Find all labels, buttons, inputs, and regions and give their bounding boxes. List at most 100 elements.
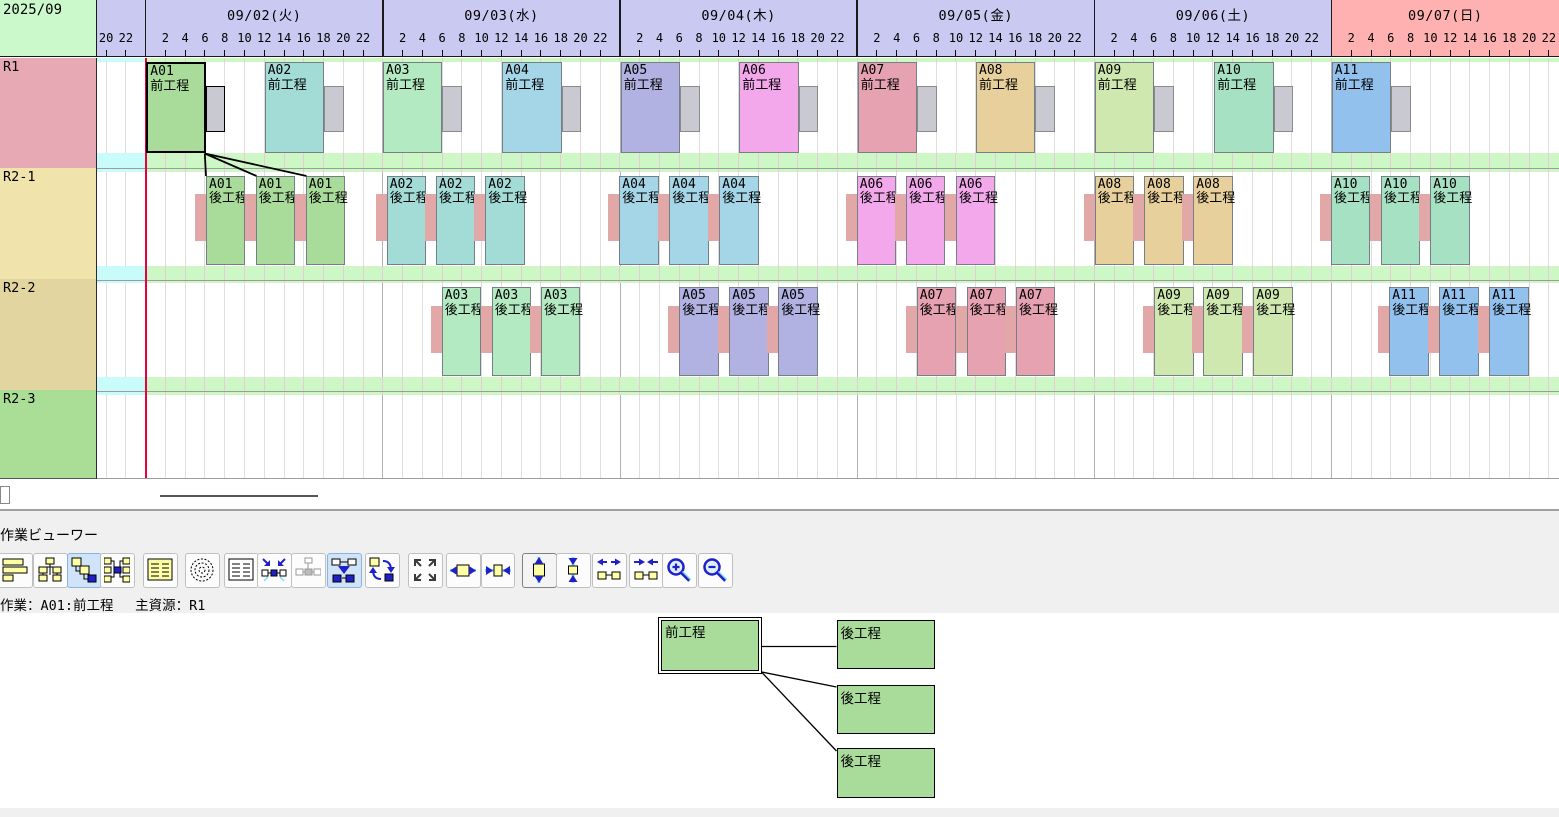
task-bar-A02-post[interactable]: A02 後工程 bbox=[436, 175, 476, 265]
task-bar-A06-post[interactable]: A06 後工程 bbox=[906, 175, 946, 265]
band-gridline bbox=[1212, 266, 1214, 283]
task-bar-A07-pre[interactable]: A07 前工程 bbox=[857, 62, 917, 153]
hour-tick-label: 10 bbox=[1185, 31, 1201, 45]
toolbar-button-expand-view[interactable] bbox=[408, 552, 443, 588]
toolbar-button-org-tree[interactable] bbox=[33, 552, 68, 588]
task-bar-A01-pre[interactable]: A01 前工程 bbox=[146, 62, 206, 153]
task-bar-A06-pre[interactable]: A06 前工程 bbox=[739, 62, 799, 153]
band-gridline bbox=[915, 58, 917, 62]
day-header-cell: 09/02(火) 2 4 6 8 10 12 14 16 18 20 22 bbox=[145, 0, 383, 56]
toolbar-button-table-list-white[interactable] bbox=[224, 552, 259, 588]
task-bar-A04-post[interactable]: A04 後工程 bbox=[719, 175, 761, 265]
task-bar-A11-post[interactable]: A11 後工程 bbox=[1389, 287, 1429, 376]
task-bar-A08-post[interactable]: A08 後工程 bbox=[1193, 175, 1235, 265]
toolbar-button-merge-tree[interactable] bbox=[100, 552, 135, 588]
toolbar-button-compress-width[interactable] bbox=[480, 552, 515, 588]
task-bar-A10-post[interactable]: A10 後工程 bbox=[1430, 175, 1472, 265]
task-bar-A01-post[interactable]: A01 後工程 bbox=[206, 175, 246, 265]
task-process-label: 前工程 bbox=[505, 77, 545, 93]
resource-row-label-R2-1[interactable]: R2-1 bbox=[0, 167, 97, 280]
toolbar-button-target-circles[interactable] bbox=[185, 552, 220, 588]
task-bar-A05-post[interactable]: A05 後工程 bbox=[679, 287, 719, 376]
toolbar-button-reroute[interactable] bbox=[365, 552, 400, 588]
task-bar-A08-pre[interactable]: A08 前工程 bbox=[976, 62, 1036, 153]
toolbar-button-cascade-nodes[interactable] bbox=[67, 552, 102, 588]
resource-row-label-R2-3[interactable]: R2-3 bbox=[0, 390, 97, 479]
task-bar-A06-post[interactable]: A06 後工程 bbox=[956, 175, 998, 265]
resource-row-label-R2-2[interactable]: R2-2 bbox=[0, 279, 97, 391]
task-bar-A02-pre[interactable]: A02 前工程 bbox=[264, 62, 324, 153]
band-gridline bbox=[935, 377, 937, 395]
band-gridline bbox=[402, 58, 404, 62]
toolbar-button-collapse-down[interactable] bbox=[327, 552, 362, 588]
flow-child-node[interactable]: 後工程 bbox=[836, 748, 935, 798]
viewer-toolbar bbox=[0, 552, 760, 589]
toolbar-button-inactive-nodes[interactable] bbox=[291, 552, 326, 588]
task-bar-A08-post[interactable]: A08 後工程 bbox=[1094, 175, 1134, 265]
task-bar-A03-post[interactable]: A03 後工程 bbox=[541, 287, 583, 376]
toolbar-button-compress-nodes[interactable] bbox=[257, 552, 292, 588]
task-bar-A09-post[interactable]: A09 後工程 bbox=[1154, 287, 1194, 376]
task-bar-A08-post[interactable]: A08 後工程 bbox=[1144, 175, 1184, 265]
toolbar-button-table-list-yellow[interactable] bbox=[143, 552, 178, 588]
band-gridline bbox=[1291, 377, 1293, 395]
setup-block-pink bbox=[1133, 194, 1148, 241]
task-bar-A09-post[interactable]: A09 後工程 bbox=[1253, 287, 1295, 376]
task-bar-A03-post[interactable]: A03 後工程 bbox=[491, 287, 531, 376]
scrollbar-thumb[interactable] bbox=[160, 495, 318, 497]
scrollbar-end-box[interactable] bbox=[0, 486, 10, 504]
task-bar-A03-pre[interactable]: A03 前工程 bbox=[383, 62, 443, 153]
task-bar-A10-pre[interactable]: A10 前工程 bbox=[1214, 62, 1274, 153]
task-bar-A10-post[interactable]: A10 後工程 bbox=[1381, 175, 1421, 265]
task-bar-A11-post[interactable]: A11 後工程 bbox=[1439, 287, 1479, 376]
task-bar-A02-post[interactable]: A02 後工程 bbox=[485, 175, 527, 265]
band-gridline bbox=[1548, 58, 1550, 62]
task-bar-A09-post[interactable]: A09 後工程 bbox=[1203, 287, 1243, 376]
task-bar-A05-post[interactable]: A05 後工程 bbox=[778, 287, 820, 376]
task-bar-A05-post[interactable]: A05 後工程 bbox=[729, 287, 769, 376]
toolbar-button-fit-width[interactable] bbox=[446, 552, 481, 588]
band-gridline bbox=[619, 58, 621, 62]
horizontal-scrollbar[interactable] bbox=[0, 485, 1559, 505]
band-gridline bbox=[1172, 153, 1174, 172]
band-gridline bbox=[1212, 377, 1214, 395]
task-bar-A01-post[interactable]: A01 後工程 bbox=[305, 175, 348, 265]
task-process-label: 後工程 bbox=[1097, 191, 1134, 206]
toolbar-button-fit-height[interactable] bbox=[522, 552, 557, 588]
task-bar-A07-post[interactable]: A07 後工程 bbox=[1016, 287, 1058, 376]
band-gridline bbox=[1192, 377, 1194, 395]
pane-splitter[interactable] bbox=[0, 509, 1559, 511]
toolbar-button-zoom-in[interactable] bbox=[662, 552, 697, 588]
task-bar-A02-post[interactable]: A02 後工程 bbox=[386, 175, 426, 265]
task-bar-A06-post[interactable]: A06 後工程 bbox=[856, 175, 896, 265]
resource-row-label-R1[interactable]: R1 bbox=[0, 57, 97, 169]
task-bar-A09-pre[interactable]: A09 前工程 bbox=[1094, 62, 1154, 153]
task-bar-A11-pre[interactable]: A11 前工程 bbox=[1331, 62, 1391, 153]
setup-block-pink bbox=[480, 305, 495, 353]
task-process-label: 後工程 bbox=[1157, 302, 1194, 318]
flow-child-node[interactable]: 後工程 bbox=[836, 620, 935, 669]
task-bar-A04-post[interactable]: A04 後工程 bbox=[669, 175, 709, 265]
flow-child-node[interactable]: 後工程 bbox=[836, 684, 935, 734]
task-process-label: 前工程 bbox=[267, 77, 307, 93]
toolbar-button-expand-links[interactable] bbox=[592, 552, 627, 588]
task-bar-A07-post[interactable]: A07 後工程 bbox=[916, 287, 956, 376]
band-gridline bbox=[1429, 266, 1431, 283]
task-bar-A01-post[interactable]: A01 後工程 bbox=[255, 175, 295, 265]
gantt-grid[interactable]: R1 R2-1 R2-2 R2-3 A01 前工程 A02 前工程 A03 前工程 A04 前工程 A0… bbox=[0, 57, 1559, 479]
compress-height-icon bbox=[560, 557, 586, 583]
toolbar-button-compress-links[interactable] bbox=[629, 552, 664, 588]
task-bar-A07-post[interactable]: A07 後工程 bbox=[966, 287, 1006, 376]
toolbar-button-compress-height[interactable] bbox=[556, 552, 591, 588]
toolbar-button-gantt-bars[interactable] bbox=[0, 552, 33, 588]
task-bar-A10-post[interactable]: A10 後工程 bbox=[1331, 175, 1371, 265]
month-label: 2025/09 bbox=[3, 2, 63, 18]
task-bar-A04-pre[interactable]: A04 前工程 bbox=[502, 62, 562, 153]
task-bar-A03-post[interactable]: A03 後工程 bbox=[441, 287, 481, 376]
task-bar-A11-post[interactable]: A11 後工程 bbox=[1489, 287, 1531, 376]
toolbar-button-zoom-out[interactable] bbox=[698, 552, 733, 588]
task-bar-A05-pre[interactable]: A05 前工程 bbox=[620, 62, 680, 153]
hour-tick bbox=[500, 50, 502, 56]
flow-root-node[interactable]: 前工程 bbox=[658, 617, 762, 674]
task-bar-A04-post[interactable]: A04 後工程 bbox=[619, 175, 659, 265]
